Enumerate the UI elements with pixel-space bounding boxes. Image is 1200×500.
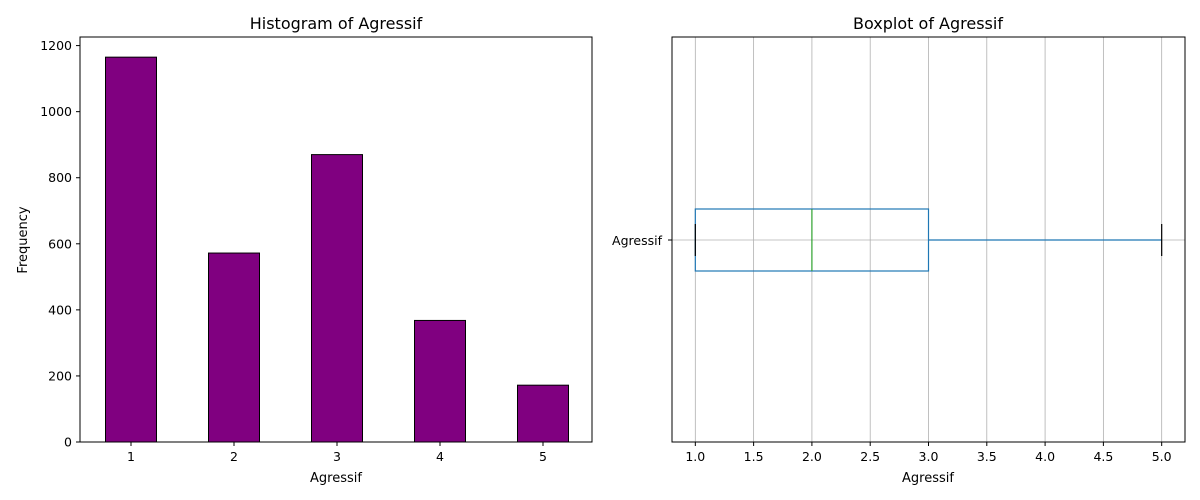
histogram-x-axis-label: Agressif — [310, 471, 362, 486]
boxplot-x-tick-label: 1.0 — [685, 449, 705, 464]
histogram-y-tick-label: 200 — [48, 368, 72, 383]
histogram-bar — [517, 384, 569, 443]
boxplot-x-tick-label: 2.0 — [802, 449, 822, 464]
boxplot-x-tick-label: 3.5 — [977, 449, 997, 464]
histogram-panel: Histogram of Agressif 1 2 3 4 5 0 200 400 600 80… — [16, 14, 593, 486]
histogram-y-tick-label: 600 — [48, 236, 72, 251]
histogram-bars — [105, 56, 569, 443]
boxplot-x-tick-label: 3.0 — [919, 449, 939, 464]
histogram-y-axis-label: Frequency — [16, 206, 31, 273]
histogram-x-ticks: 1 2 3 4 5 — [127, 442, 547, 464]
boxplot-panel: Boxplot of Agressif 1.0 1.5 2.0 2.5 3.0 3.5 4.… — [612, 14, 1186, 486]
boxplot-x-tick-label: 4.5 — [1093, 449, 1113, 464]
histogram-x-tick-label: 4 — [436, 449, 444, 464]
histogram-bar — [208, 252, 260, 443]
boxplot-category-label: Agressif — [612, 233, 663, 248]
histogram-bar — [414, 319, 466, 443]
histogram-bar — [311, 154, 363, 443]
histogram-y-tick-label: 0 — [64, 435, 72, 450]
histogram-x-tick-label: 1 — [127, 449, 135, 464]
boxplot-elements — [694, 208, 1163, 272]
boxplot-x-tick-label: 1.5 — [744, 449, 764, 464]
histogram-x-tick-label: 2 — [230, 449, 238, 464]
histogram-plot-frame — [79, 36, 593, 443]
histogram-y-ticks: 0 200 400 600 800 1000 1200 — [40, 38, 80, 450]
histogram-y-tick-label: 800 — [48, 170, 72, 185]
boxplot-title: Boxplot of Agressif — [853, 14, 1003, 33]
boxplot-x-tick-label: 5.0 — [1152, 449, 1172, 464]
histogram-y-tick-label: 400 — [48, 302, 72, 317]
histogram-bar — [105, 56, 157, 443]
histogram-y-tick-label: 1200 — [40, 38, 72, 53]
histogram-x-tick-label: 5 — [539, 449, 547, 464]
histogram-y-tick-label: 1000 — [40, 104, 72, 119]
boxplot-x-tick-label: 2.5 — [860, 449, 880, 464]
boxplot-x-tick-label: 4.0 — [1035, 449, 1055, 464]
histogram-x-tick-label: 3 — [333, 449, 341, 464]
histogram-title: Histogram of Agressif — [250, 14, 423, 33]
boxplot-x-ticks: 1.0 1.5 2.0 2.5 3.0 3.5 4.0 4.5 5.0 — [685, 442, 1172, 464]
boxplot-x-axis-label: Agressif — [902, 471, 954, 486]
